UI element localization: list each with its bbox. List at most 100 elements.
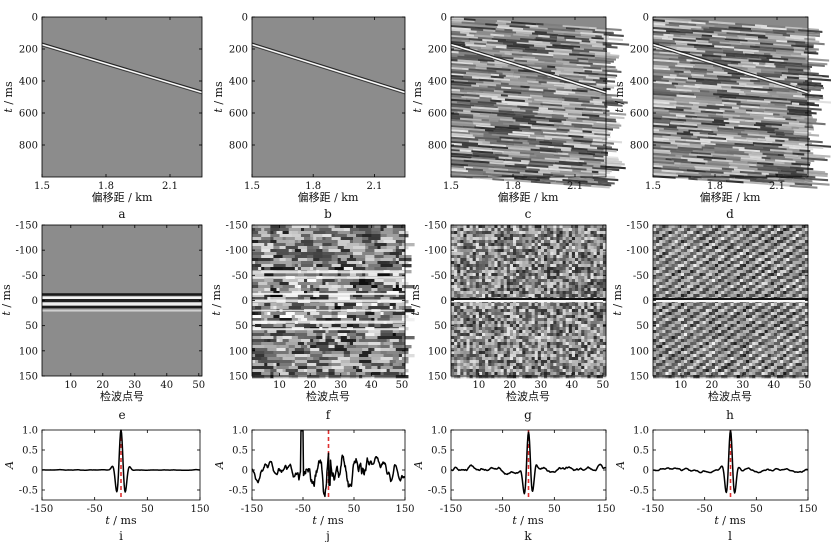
- panel-f-noise-cell: [377, 261, 388, 265]
- panel-f-noise-cell: [322, 333, 326, 337]
- panel-d-noise-streak: [683, 109, 701, 113]
- panel-c-noise-streak: [508, 133, 531, 137]
- panel-c-noise-streak: [490, 99, 502, 103]
- panel-g-noise-cell: [593, 333, 598, 337]
- panel-g-noise-cell: [491, 348, 495, 352]
- panel-f-noise-cell: [383, 228, 394, 232]
- panel-d-noise-streak: [756, 72, 782, 77]
- panel-d-noise-streak: [770, 53, 791, 57]
- panel-f-noise-cell: [310, 285, 314, 289]
- panel-g-noise-cell: [475, 321, 480, 325]
- panel-d-noise-streak: [790, 172, 807, 176]
- panel-d-noise-streak: [653, 162, 660, 166]
- panel-g-noise-cell: [578, 291, 582, 295]
- panel-f-noise-cell: [365, 267, 369, 271]
- panel-d-noise-streak: [674, 78, 687, 82]
- panel-g-noise-cell: [451, 312, 455, 316]
- panel-g-noise-cell: [500, 324, 505, 328]
- panel-f-noise-cell: [380, 294, 384, 298]
- panel-g-noise-cell: [584, 342, 588, 346]
- panel-g-noise-cell: [503, 327, 508, 331]
- panel-f-noise-cell: [252, 243, 265, 247]
- panel-d-noise-streak: [739, 41, 761, 45]
- panel-g-noise-cell: [534, 234, 539, 238]
- panel-c-noise-streak: [516, 149, 541, 154]
- panel-f-noise-cell: [328, 345, 336, 349]
- panel-g-noise-cell: [556, 234, 560, 238]
- panel-g-noise-cell: [469, 348, 474, 352]
- panel-g-noise-cell: [463, 261, 467, 265]
- panel-g-noise-cell: [485, 276, 489, 280]
- panel-g-noise-cell: [556, 231, 560, 235]
- panel-g-noise-cell: [506, 237, 511, 241]
- panel-g-noise-cell: [466, 318, 470, 322]
- panel-d-noise-streak: [787, 62, 803, 66]
- panel-d-noise-streak: [701, 26, 710, 30]
- panel-g-noise-cell: [513, 279, 517, 283]
- panel-g-noise-cell: [460, 294, 464, 298]
- panel-d-noise-streak: [676, 94, 696, 99]
- panel-d-noise-streak: [802, 81, 822, 85]
- panel-g-noise-cell: [584, 339, 588, 343]
- panel-g-noise-cell: [590, 291, 594, 295]
- panel-f-noise-cell: [365, 312, 369, 316]
- panel-g-noise-cell: [528, 339, 532, 343]
- panel-c-noise-streak: [565, 109, 593, 114]
- panel-f-noise-cell: [371, 285, 378, 289]
- panel-f-noise-cell: [380, 312, 384, 316]
- panel-g-noise-cell: [500, 348, 505, 352]
- panel-d-noise-streak: [672, 38, 696, 42]
- panel-f-noise-cell: [276, 330, 287, 334]
- panel-g-noise-cell: [599, 336, 604, 340]
- panel-c-noise-streak: [520, 85, 530, 89]
- panel-f-noise-cell: [346, 312, 357, 316]
- panel-g-noise-cell: [584, 273, 588, 277]
- panel-d-noise-streak: [758, 132, 776, 136]
- panel-g-noise-cell: [562, 249, 567, 253]
- panel-d-noise-streak: [719, 41, 742, 46]
- panel-f-noise-cell: [294, 348, 305, 352]
- panel-g-noise-cell: [472, 240, 477, 244]
- panel-c-noise-streak: [501, 174, 528, 179]
- panel-g-noise-cell: [485, 273, 489, 277]
- panel-d-noise-streak: [653, 103, 674, 107]
- panel-g-noise-cell: [522, 351, 526, 355]
- panel-g-noise-cell: [599, 285, 604, 289]
- panel-c-noise-streak: [571, 147, 588, 151]
- panel-g-noise-cell: [506, 318, 511, 322]
- panel-d-noise-streak: [653, 70, 680, 75]
- panel-c-noise-streak: [556, 38, 567, 42]
- panel-g-noise-cell: [509, 285, 514, 289]
- panel-g-noise-cell: [556, 336, 560, 340]
- panel-g-noise-cell: [602, 321, 607, 325]
- panel-d-noise-streak: [673, 160, 692, 164]
- panel-d-noise-streak: [653, 119, 671, 123]
- panel-f-noise-cell: [261, 312, 265, 316]
- panel-g-noise-cell: [513, 348, 517, 352]
- panel-d-noise-streak: [760, 126, 779, 131]
- panel-g-noise-cell: [451, 291, 455, 295]
- panel-d-noise-streak: [659, 51, 683, 56]
- panel-g-noise-cell: [457, 243, 461, 247]
- panel-g-noise-cell: [469, 237, 474, 241]
- panel-g-noise-cell: [513, 351, 517, 355]
- panel-g-noise-cell: [463, 276, 467, 280]
- panel-f-noise-cell: [279, 225, 287, 229]
- panel-f-noise-cell: [319, 258, 332, 262]
- panel-c-noise-streak: [574, 125, 592, 129]
- panel-d-noise-streak: [706, 68, 724, 72]
- panel-g-noise-cell: [531, 351, 536, 355]
- panel-g-noise-cell: [500, 333, 505, 337]
- panel-d-noise-streak: [727, 72, 745, 76]
- panel-c-noise-streak: [589, 100, 603, 104]
- panel-c-noise-streak: [495, 92, 519, 96]
- panel-g-noise-cell: [575, 261, 579, 265]
- panel-g-noise-cell: [571, 333, 576, 337]
- panel-d-noise-streak: [653, 57, 669, 61]
- panel-d-noise-streak: [787, 106, 795, 109]
- panel-g-noise-cell: [596, 243, 601, 247]
- panel-d-noise-streak: [718, 23, 743, 28]
- panel-f-noise-cell: [252, 297, 256, 301]
- panel-d-noise-streak: [699, 132, 708, 135]
- panel-g-noise-cell: [544, 285, 548, 289]
